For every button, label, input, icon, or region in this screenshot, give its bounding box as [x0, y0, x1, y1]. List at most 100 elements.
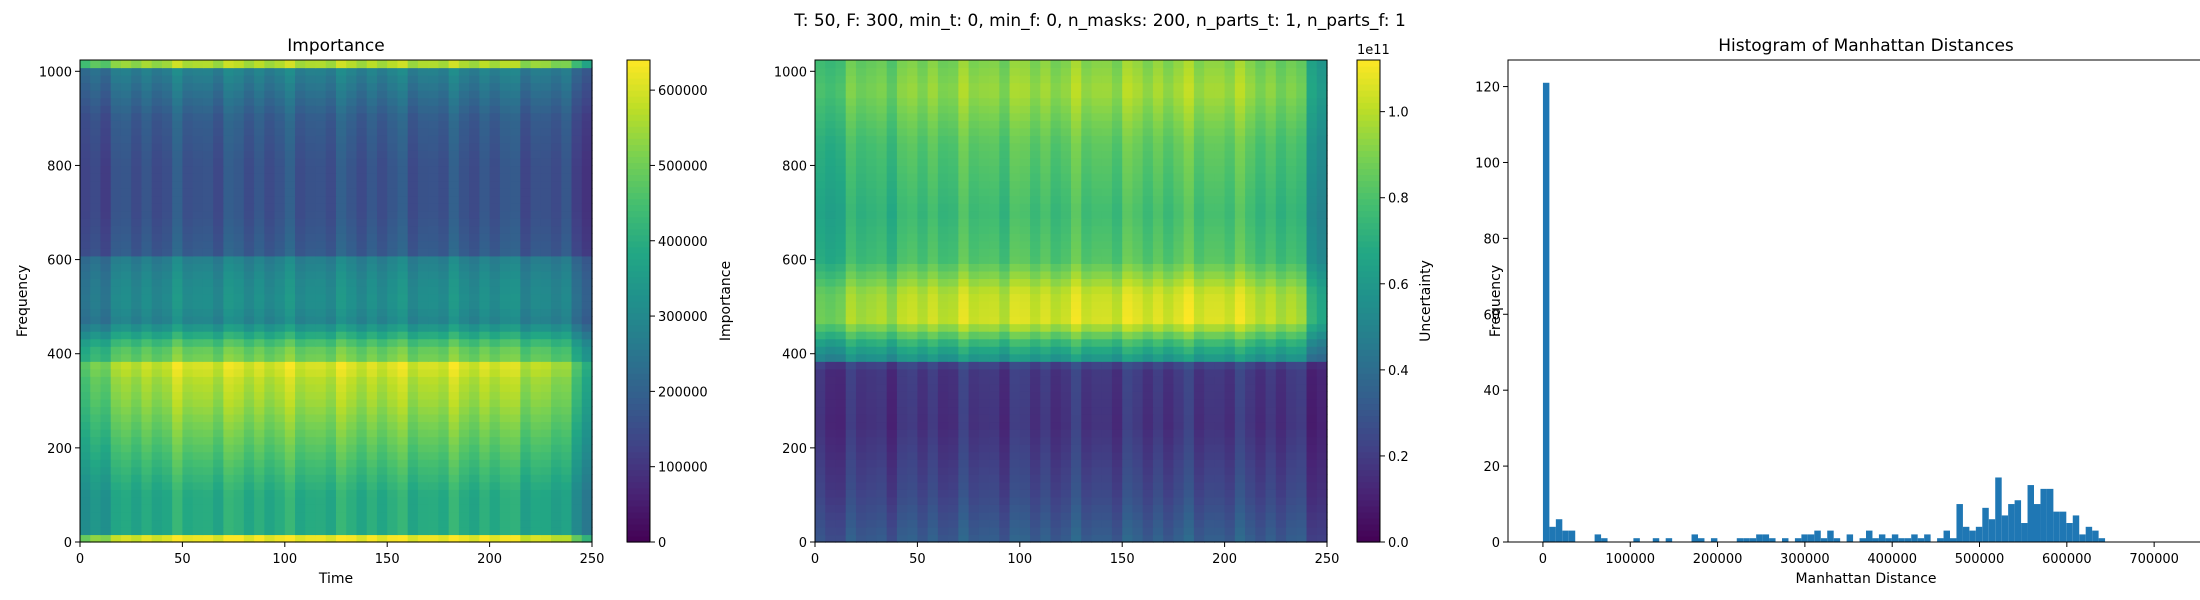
heatmap-cell: [561, 240, 573, 249]
heatmap-cell: [264, 255, 276, 264]
heatmap-cell: [284, 489, 296, 498]
heatmap-cell: [1040, 331, 1052, 340]
heatmap-cell: [366, 368, 378, 377]
heatmap-cell: [1030, 534, 1041, 543]
heatmap-cell: [233, 398, 245, 408]
heatmap-cell: [530, 308, 542, 317]
heatmap-cell: [254, 172, 265, 182]
heatmap-cell: [510, 391, 521, 400]
heatmap-cell: [120, 180, 132, 189]
heatmap-cell: [202, 82, 214, 91]
heatmap-cell: [90, 496, 102, 505]
heatmap-cell: [80, 323, 91, 332]
heatmap-cell: [937, 429, 949, 438]
heatmap-cell: [387, 331, 399, 340]
heatmap-cell: [540, 157, 552, 167]
heatmap-cell: [866, 308, 878, 317]
heatmap-cell: [825, 361, 837, 370]
heatmap-cell: [540, 504, 552, 513]
heatmap-cell: [896, 301, 908, 310]
heatmap-cell: [978, 481, 990, 490]
heatmap-cell: [448, 60, 460, 69]
heatmap-cell: [1111, 466, 1123, 475]
heatmap-cell: [499, 248, 511, 257]
heatmap-cell: [510, 150, 521, 159]
heatmap-cell: [110, 285, 122, 295]
heatmap-cell: [336, 496, 347, 505]
heatmap-cell: [264, 293, 276, 302]
heatmap-cell: [551, 90, 562, 99]
heatmap-cell: [469, 301, 480, 310]
heatmap-cell: [233, 150, 245, 159]
heatmap-cell: [1081, 444, 1093, 453]
heatmap-cell: [1142, 308, 1154, 317]
heatmap-cell: [510, 346, 521, 355]
heatmap-cell: [202, 285, 214, 295]
heatmap-cell: [520, 526, 532, 536]
heatmap-cell: [561, 60, 573, 69]
heatmap-cell: [989, 346, 1000, 355]
heatmap-cell: [172, 466, 183, 475]
heatmap-cell: [438, 120, 450, 129]
heatmap-cell: [1214, 406, 1226, 415]
heatmap-cell: [927, 391, 939, 400]
heatmap-cell: [540, 75, 552, 84]
heatmap-cell: [499, 270, 511, 280]
heatmap-cell: [141, 436, 153, 445]
heatmap-cell: [1204, 444, 1215, 453]
heatmap-cell: [896, 383, 908, 392]
heatmap-cell: [376, 127, 388, 136]
heatmap-cell: [1316, 466, 1328, 475]
heatmap-cell: [1019, 331, 1031, 340]
heatmap-cell: [254, 519, 265, 528]
heatmap-cell: [866, 519, 878, 528]
heatmap-cell: [223, 203, 235, 212]
heatmap-cell: [407, 474, 419, 483]
heatmap-cell: [469, 240, 480, 249]
heatmap-cell: [264, 391, 276, 400]
heatmap-cell: [1234, 406, 1246, 415]
heatmap-cell: [192, 338, 204, 347]
heatmap-cell: [866, 459, 878, 468]
heatmap-cell: [1071, 293, 1082, 302]
heatmap-cell: [100, 270, 112, 280]
heatmap-cell: [1193, 316, 1205, 325]
heatmap-cell: [274, 150, 286, 159]
heatmap-cell: [886, 376, 898, 385]
heatmap-cell: [172, 150, 183, 159]
heatmap-cell: [100, 195, 112, 204]
heatmap-cell: [305, 383, 317, 392]
heatmap-cell: [397, 248, 409, 257]
heatmap-cell: [1142, 511, 1154, 521]
heatmap-cell: [1030, 481, 1041, 490]
heatmap-cell: [489, 248, 501, 257]
heatmap-cell: [876, 451, 888, 460]
heatmap-cell: [213, 233, 224, 242]
heatmap-cell: [182, 338, 194, 347]
heatmap-cell: [243, 331, 255, 340]
heatmap-cell: [1204, 398, 1215, 408]
heatmap-cell: [448, 157, 460, 167]
heatmap-cell: [1275, 406, 1287, 415]
heatmap-cell: [1081, 383, 1093, 392]
x-tick-label: 200: [477, 552, 502, 567]
heatmap-cell: [356, 172, 368, 182]
heatmap-cell: [141, 165, 153, 174]
heatmap-cell: [346, 353, 358, 362]
heatmap-cell: [274, 444, 286, 453]
heatmap-cell: [346, 142, 358, 151]
heatmap-cell: [1142, 451, 1154, 460]
heatmap-cell: [499, 60, 511, 69]
heatmap-cell: [1224, 429, 1236, 438]
heatmap-cell: [161, 255, 173, 264]
heatmap-cell: [356, 526, 368, 536]
heatmap-cell: [315, 406, 327, 415]
heatmap-cell: [458, 331, 470, 340]
heatmap-cell: [295, 511, 306, 521]
heatmap-cell: [469, 263, 480, 272]
heatmap-cell: [448, 346, 460, 355]
heatmap-cell: [182, 444, 194, 453]
heatmap-cell: [110, 240, 122, 249]
heatmap-cell: [243, 188, 255, 197]
heatmap-cell: [417, 157, 429, 167]
